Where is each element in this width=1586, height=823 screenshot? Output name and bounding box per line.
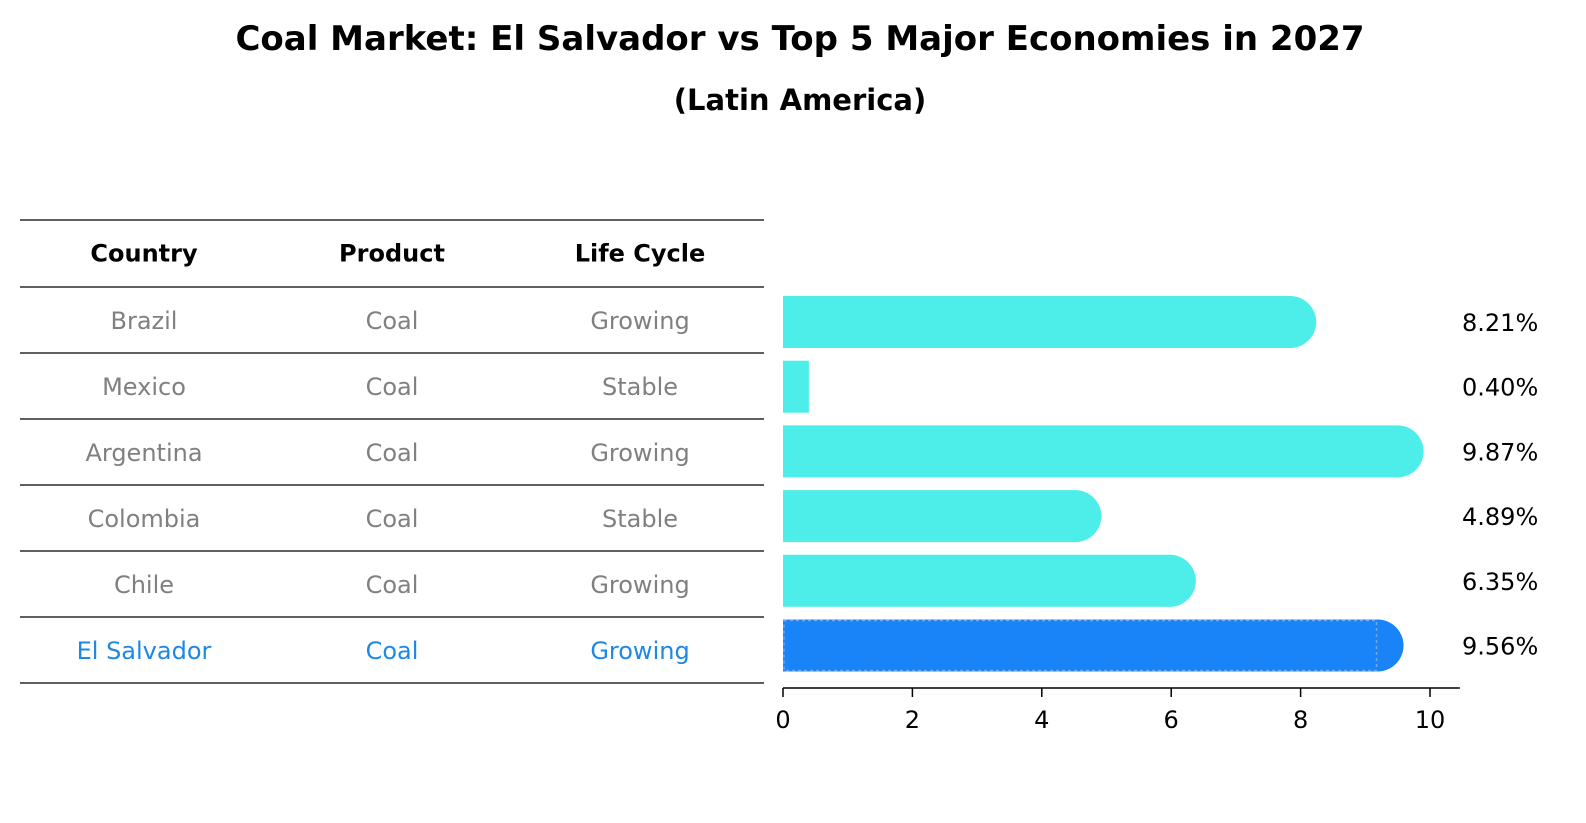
table-cell-country: El Salvador [77, 637, 212, 665]
value-label: 8.21% [1462, 309, 1538, 337]
table-cell-life-cycle: Growing [590, 439, 689, 467]
bar-shape [783, 490, 1100, 543]
x-tick-label: 0 [775, 706, 790, 734]
value-label: 4.89% [1462, 503, 1538, 531]
x-tick-label: 4 [1034, 706, 1049, 734]
table-cell-product: Coal [366, 571, 419, 599]
bar-shape [783, 554, 1194, 607]
table-cell-product: Coal [366, 307, 419, 335]
table-cell-country: Mexico [102, 373, 186, 401]
table-cell-life-cycle: Growing [590, 571, 689, 599]
x-tick-label: 6 [1164, 706, 1179, 734]
table-cell-life-cycle: Growing [590, 307, 689, 335]
bar-shape [783, 425, 1422, 478]
table-cell-life-cycle: Stable [602, 373, 678, 401]
highlight-outline [783, 619, 1378, 672]
table-cell-country: Chile [114, 571, 174, 599]
x-tick-label: 8 [1293, 706, 1308, 734]
bar-cap [1351, 619, 1404, 672]
table-cell-country: Brazil [111, 307, 178, 335]
bar-cap [1143, 554, 1196, 607]
bar-shape [783, 619, 1402, 672]
bar-argentina [783, 425, 1424, 478]
table-cell-life-cycle: Growing [590, 637, 689, 665]
chart-subtitle: (Latin America) [674, 83, 926, 117]
header-product: Product [339, 240, 445, 268]
bar-shape [783, 296, 1315, 348]
bar-chile [783, 554, 1196, 607]
header-life-cycle: Life Cycle [575, 240, 706, 268]
table-cell-product: Coal [366, 637, 419, 665]
bar-el-salvador [783, 619, 1404, 672]
table-cell-product: Coal [366, 373, 419, 401]
table-cell-country: Colombia [88, 505, 201, 533]
bar-cap [1049, 490, 1102, 543]
table-cell-product: Coal [366, 505, 419, 533]
value-label: 9.56% [1462, 633, 1538, 661]
value-labels: 8.21% 0.40% 9.87% 4.89% 6.35% 9.56% [1462, 309, 1538, 661]
header-country: Country [90, 240, 198, 268]
table-cell-product: Coal [366, 439, 419, 467]
table-cell-life-cycle: Stable [602, 505, 678, 533]
chart-title: Coal Market: El Salvador vs Top 5 Major … [235, 19, 1364, 59]
value-label: 6.35% [1462, 568, 1538, 596]
value-label: 0.40% [1462, 374, 1538, 402]
table-cell-country: Argentina [85, 439, 202, 467]
x-axis: 0 2 4 6 8 10 [775, 687, 1460, 734]
bar-colombia [783, 490, 1102, 543]
data-table: Country Product Life Cycle Brazil Coal Growin… [20, 219, 764, 684]
value-label: 9.87% [1462, 438, 1538, 466]
bar-cap [1264, 296, 1317, 348]
bar-brazil [783, 296, 1317, 348]
x-tick-label: 10 [1415, 706, 1446, 734]
bar-mexico [783, 360, 809, 413]
bar-cap [1371, 425, 1424, 478]
bar-series [783, 296, 1424, 672]
x-tick-label: 2 [905, 706, 920, 734]
bar-shape [783, 360, 809, 413]
